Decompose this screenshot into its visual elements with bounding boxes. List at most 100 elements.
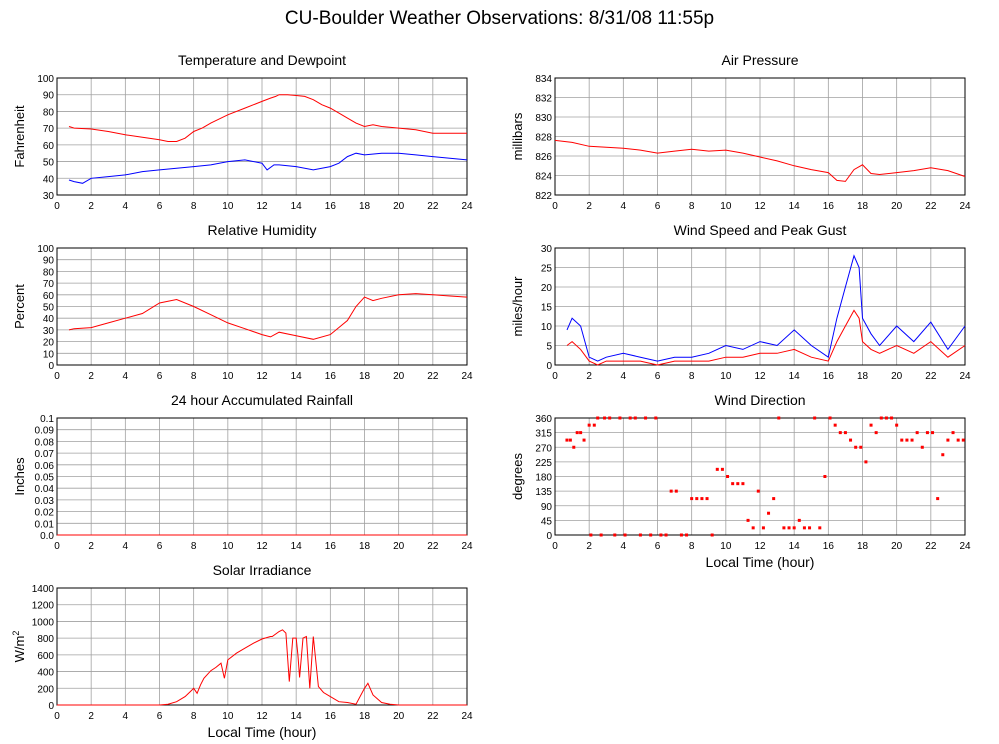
rain-y-tick-label: 0.06 — [35, 461, 55, 472]
direction-point — [613, 533, 617, 537]
temp-x-tick-label: 14 — [291, 201, 303, 212]
pressure-x-tick-label: 20 — [891, 201, 903, 212]
humidity-y-tick-label: 20 — [43, 338, 55, 349]
humidity-x-tick-label: 24 — [461, 371, 473, 382]
direction-point — [946, 438, 950, 442]
rain-y-tick-label: 0.04 — [35, 484, 55, 495]
rain-y-tick-label: 0.09 — [35, 426, 55, 437]
direction-x-tick-label: 0 — [552, 541, 558, 552]
direction-point — [715, 467, 719, 471]
pressure-x-tick-label: 16 — [823, 201, 835, 212]
wind-x-tick-label: 6 — [655, 371, 661, 382]
direction-point — [828, 416, 832, 420]
wind-series-line-1 — [566, 309, 966, 366]
direction-point — [905, 438, 909, 442]
solar-y-axis-label-superscript: 2 — [11, 631, 21, 636]
direction-point — [890, 416, 894, 420]
temp-x-tick-label: 0 — [54, 201, 60, 212]
direction-point — [710, 533, 714, 537]
direction-plot-frame — [554, 417, 966, 536]
direction-point — [823, 475, 827, 478]
direction-point — [925, 431, 929, 435]
direction-x-tick-label: 16 — [823, 541, 835, 552]
direction-point — [895, 423, 899, 427]
direction-point — [618, 416, 622, 420]
direction-x-tick-label: 24 — [959, 541, 971, 552]
solar-x-tick-label: 18 — [359, 711, 371, 722]
pressure-y-tick-label: 826 — [535, 152, 552, 163]
humidity-y-axis-label: Percent — [12, 284, 27, 329]
solar-y-tick-label: 1200 — [32, 601, 55, 612]
temp-y-tick-label: 50 — [43, 158, 55, 169]
direction-point — [638, 533, 642, 537]
solar-x-tick-label: 22 — [427, 711, 439, 722]
rain-x-tick-label: 18 — [359, 541, 371, 552]
rain-x-tick-label: 6 — [157, 541, 163, 552]
humidity-y-tick-label: 80 — [43, 267, 55, 278]
solar-y-axis-label-text: W/m — [12, 636, 27, 663]
direction-point — [726, 475, 730, 478]
pressure-x-tick-label: 2 — [586, 201, 592, 212]
wind-x-tick-label: 10 — [720, 371, 732, 382]
solar-y-tick-label: 400 — [37, 668, 54, 679]
humidity-x-tick-label: 14 — [291, 371, 303, 382]
direction-point — [797, 518, 801, 522]
wind-y-tick-label: 30 — [541, 244, 553, 255]
pressure-y-tick-label: 824 — [535, 172, 552, 183]
rain-y-axis-label-text: Inches — [12, 457, 27, 496]
rain-y-tick-label: 0.02 — [35, 508, 55, 519]
humidity-x-tick-label: 12 — [256, 371, 268, 382]
wind-y-tick-label: 5 — [546, 342, 552, 353]
direction-point — [756, 489, 760, 493]
direction-point — [705, 497, 709, 501]
humidity-chart-title: Relative Humidity — [207, 222, 317, 238]
humidity-chart: 0 2 4 6 8 10 12 14 16 18 20 22 240102030405060708090… — [12, 244, 473, 382]
solar-y-tick-label: 0 — [48, 701, 54, 712]
temp-y-tick-label: 90 — [43, 91, 55, 102]
direction-point — [941, 453, 945, 457]
pressure-y-tick-label: 832 — [535, 94, 552, 105]
humidity-x-tick-label: 4 — [123, 371, 129, 382]
direction-point — [572, 445, 576, 449]
direction-point — [808, 526, 812, 530]
solar-plot-frame — [56, 587, 468, 706]
pressure-x-tick-label: 24 — [959, 201, 971, 212]
rain-x-tick-label: 12 — [256, 541, 268, 552]
direction-point — [900, 438, 904, 442]
humidity-x-tick-label: 18 — [359, 371, 371, 382]
wind-y-tick-label: 10 — [541, 322, 553, 333]
direction-point — [575, 431, 579, 435]
direction-point — [685, 533, 689, 537]
solar-chart-title: Solar Irradiance — [212, 562, 312, 578]
rain-x-tick-label: 20 — [393, 541, 405, 552]
wind-plot-frame — [554, 247, 966, 366]
direction-y-axis-label: degrees — [510, 453, 525, 500]
rain-y-axis-label: Inches — [12, 457, 27, 496]
humidity-x-tick-label: 20 — [393, 371, 405, 382]
direction-point — [833, 423, 837, 427]
direction-y-tick-label: 360 — [535, 414, 552, 425]
direction-point — [746, 518, 750, 522]
direction-point — [864, 460, 868, 464]
direction-point — [741, 482, 745, 486]
direction-point — [931, 431, 935, 435]
rain-y-tick-label: 0.08 — [35, 437, 55, 448]
humidity-y-tick-label: 60 — [43, 291, 55, 302]
wind-x-tick-label: 14 — [789, 371, 801, 382]
solar-y-tick-label: 1400 — [32, 584, 55, 595]
temp-y-tick-label: 30 — [43, 191, 55, 202]
solar-x-tick-label: 2 — [88, 711, 94, 722]
wind-x-tick-label: 12 — [754, 371, 766, 382]
wind-x-tick-label: 20 — [891, 371, 903, 382]
rain-x-tick-label: 22 — [427, 541, 439, 552]
pressure-plot-frame — [554, 77, 966, 196]
direction-point — [633, 416, 637, 420]
direction-y-tick-label: 225 — [535, 458, 552, 469]
wind-y-tick-label: 0 — [546, 361, 552, 372]
direction-point — [787, 526, 791, 530]
wind-x-tick-label: 22 — [925, 371, 937, 382]
pressure-x-tick-label: 0 — [552, 201, 558, 212]
direction-point — [700, 497, 704, 501]
direction-point — [782, 526, 786, 530]
humidity-x-tick-label: 6 — [157, 371, 163, 382]
